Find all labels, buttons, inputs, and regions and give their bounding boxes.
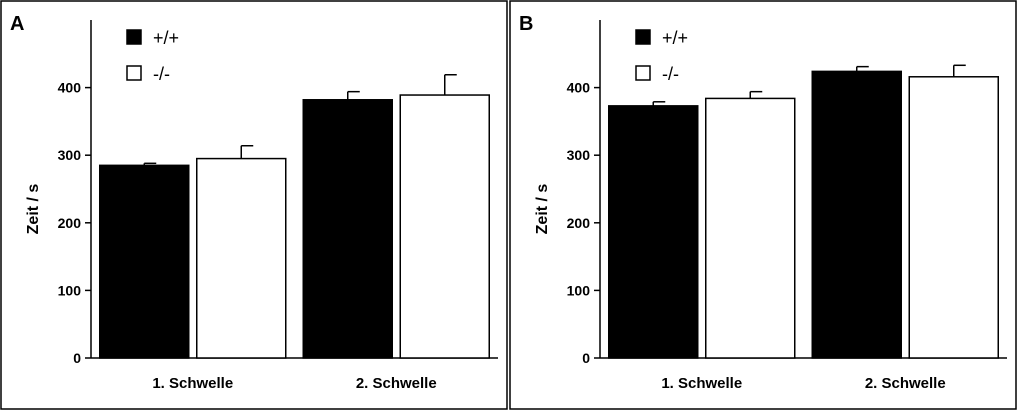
panel-a-legend-swatch <box>126 29 142 45</box>
panel-b-legend-label: -/- <box>662 64 679 84</box>
panel-a-plot: 0 100 200 300 400 Zeit / s 1. Schwelle 2. Schwe… <box>25 20 498 392</box>
panel-a-category-label: 2. Schwelle <box>356 375 437 392</box>
panel-a-legend-swatch <box>126 65 142 81</box>
panel-b-y-axis-label: Zeit / s <box>534 184 551 235</box>
panel-b-y-tick-label: 300 <box>567 147 591 163</box>
panel-b-category-label: 2. Schwelle <box>865 375 946 392</box>
panel-a-bar-wildtype-1 <box>99 164 190 359</box>
panel-b-plot: 0 100 200 300 400 Zeit / s 1. Schwelle 2. Schwe… <box>534 20 1007 392</box>
panel-a-category-label: 1. Schwelle <box>152 375 233 392</box>
panel-b: B 0 100 200 300 400 Zeit / s 1. Schwelle 2. Sch… <box>509 0 1017 410</box>
panel-b-legend-label: +/+ <box>662 28 688 48</box>
panel-a-bar-knockout-1 <box>196 157 287 359</box>
panel-b-legend-swatch <box>635 29 651 45</box>
panel-b-bar-wildtype-2 <box>811 70 902 359</box>
panel-a-y-tick-label: 0 <box>73 350 81 366</box>
panel-b-bar-wildtype-1 <box>608 105 699 359</box>
panel-a-legend-label: -/- <box>153 64 170 84</box>
panel-b-border <box>509 0 1017 410</box>
panel-b-bar-knockout-2 <box>908 76 999 359</box>
panel-a-y-tick-label: 100 <box>58 282 82 298</box>
panel-a-y-tick-label: 200 <box>58 215 82 231</box>
panel-a-bar-knockout-2 <box>399 94 490 359</box>
panel-a-letter: A <box>10 13 24 35</box>
panel-b-letter: B <box>519 13 533 35</box>
panel-a-y-axis-label: Zeit / s <box>25 184 42 235</box>
panel-b-y-tick-label: 200 <box>567 215 591 231</box>
panel-a-y-tick-label: 300 <box>58 147 82 163</box>
panel-b-legend-swatch <box>635 65 651 81</box>
panel-a-y-tick-label: 400 <box>58 80 82 96</box>
panel-a-border <box>0 0 508 410</box>
panel-a-bar-wildtype-2 <box>302 99 393 359</box>
panel-b-bar-knockout-1 <box>705 97 796 359</box>
panel-b-y-tick-label: 400 <box>567 80 591 96</box>
panel-b-category-label: 1. Schwelle <box>661 375 742 392</box>
panel-a: A 0 100 200 300 400 Zeit / s 1. Schwelle 2. Sch… <box>0 0 508 410</box>
panel-b-y-tick-label: 0 <box>582 350 590 366</box>
panel-a-legend-label: +/+ <box>153 28 179 48</box>
panel-b-y-tick-label: 100 <box>567 282 591 298</box>
